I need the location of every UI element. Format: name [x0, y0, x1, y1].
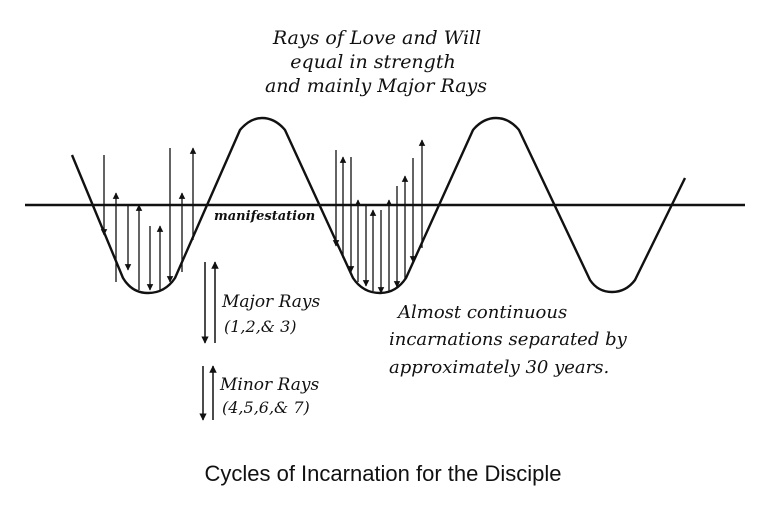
minor-rays-numbers: (4,5,6,& 7): [222, 398, 310, 417]
trough-two-arrows: [332, 139, 426, 294]
side-note-line-1: Almost continuous: [396, 302, 567, 323]
side-note-line-2: incarnations separated by: [389, 329, 628, 350]
major-rays-numbers: (1,2,& 3): [224, 317, 297, 336]
side-note-line-3: approximately 30 years.: [389, 357, 609, 378]
major-rays-legend-arrows: [201, 261, 219, 344]
diagram-caption: Cycles of Incarnation for the Disciple: [204, 461, 561, 486]
top-note-line-1: Rays of Love and Will: [272, 27, 481, 49]
top-note-line-3: and mainly Major Rays: [265, 75, 487, 97]
trough-one-arrows: [100, 147, 197, 291]
manifestation-label: manifestation: [214, 209, 315, 224]
minor-rays-label: Minor Rays: [219, 375, 319, 395]
major-rays-label: Major Rays: [221, 292, 321, 312]
top-note-line-2: equal in strength: [290, 51, 455, 73]
minor-rays-legend-arrows: [199, 365, 217, 421]
